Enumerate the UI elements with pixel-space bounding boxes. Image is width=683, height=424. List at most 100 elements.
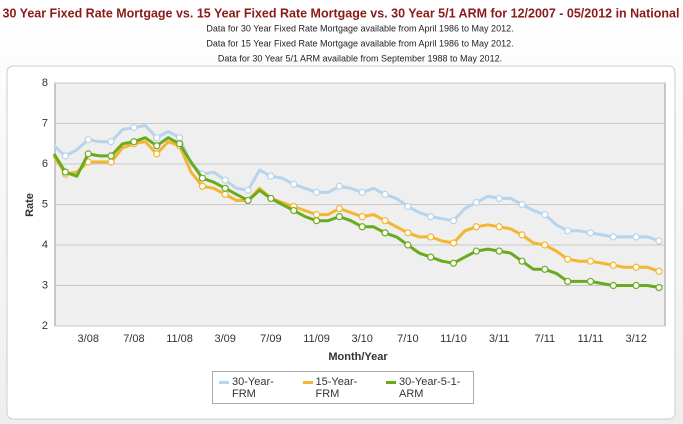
legend-label: 15-Year-FRM xyxy=(315,376,358,400)
point-marker xyxy=(84,150,92,158)
point-marker xyxy=(153,142,161,150)
x-tick-label: 11/10 xyxy=(440,333,467,345)
chart-title: 30 Year Fixed Rate Mortgage vs. 15 Year … xyxy=(3,6,680,20)
point-marker xyxy=(175,134,184,142)
y-tick-label: 7 xyxy=(42,117,48,129)
y-tick-label: 4 xyxy=(42,239,48,251)
point-marker xyxy=(655,237,663,245)
point-marker xyxy=(632,263,640,271)
point-marker xyxy=(472,247,480,255)
point-marker xyxy=(381,229,389,237)
y-tick-label: 3 xyxy=(42,279,48,291)
subtitle: Data for 30 Year Fixed Rate Mortgage ava… xyxy=(206,23,513,33)
point-marker xyxy=(655,283,663,292)
point-marker xyxy=(358,223,366,231)
point-marker xyxy=(541,265,549,273)
point-marker xyxy=(609,281,617,290)
legend-swatch xyxy=(302,381,313,384)
point-marker xyxy=(221,190,229,198)
x-tick-label: 7/11 xyxy=(535,333,556,345)
point-marker xyxy=(244,186,252,194)
point-marker xyxy=(518,200,526,209)
point-marker xyxy=(244,196,252,205)
x-tick-label: 11/09 xyxy=(303,333,330,345)
point-marker xyxy=(472,198,480,207)
legend-item: 15-Year-FRM xyxy=(302,376,379,400)
point-marker xyxy=(609,261,617,269)
point-marker xyxy=(61,168,70,176)
point-marker xyxy=(221,176,229,184)
x-tick-label: 3/08 xyxy=(78,333,99,345)
point-marker xyxy=(381,190,389,198)
point-marker xyxy=(427,253,435,261)
point-marker xyxy=(541,211,549,219)
point-marker xyxy=(175,140,184,148)
x-tick-label: 3/09 xyxy=(215,333,236,345)
point-marker xyxy=(130,138,138,146)
point-marker xyxy=(495,223,503,231)
point-marker xyxy=(381,217,389,225)
point-marker xyxy=(586,229,595,237)
point-marker xyxy=(495,247,503,255)
y-tick-label: 6 xyxy=(42,158,48,170)
x-tick-label: 3/12 xyxy=(625,333,646,345)
point-marker xyxy=(290,180,298,188)
point-marker xyxy=(312,217,321,225)
point-marker xyxy=(198,182,206,190)
point-marker xyxy=(312,211,321,219)
point-marker xyxy=(564,255,572,263)
point-marker xyxy=(335,213,343,221)
point-marker xyxy=(84,136,92,144)
point-marker xyxy=(404,241,412,249)
legend: 30-Year-FRM 15-Year-FRM 30-Year-5-1-ARM xyxy=(212,371,474,404)
x-tick-label: 3/10 xyxy=(351,333,372,345)
y-tick-label: 5 xyxy=(42,198,48,210)
point-marker xyxy=(404,202,412,211)
point-marker xyxy=(290,206,298,215)
legend-label: 30-Year-FRM xyxy=(232,376,274,400)
y-tick-label: 2 xyxy=(42,320,48,332)
x-tick-label: 11/11 xyxy=(578,333,604,345)
x-tick-label: 7/09 xyxy=(260,333,281,345)
point-marker xyxy=(130,123,138,132)
point-marker xyxy=(541,241,549,249)
point-marker xyxy=(472,223,480,231)
point-marker xyxy=(107,152,115,160)
point-marker xyxy=(518,257,526,265)
x-tick-label: 11/08 xyxy=(166,333,193,345)
point-marker xyxy=(564,227,572,235)
legend-swatch xyxy=(219,381,229,384)
y-tick-label: 8 xyxy=(42,77,48,89)
point-marker xyxy=(518,231,526,239)
legend-item: 30-Year-FRM xyxy=(219,376,295,400)
x-tick-label: 7/08 xyxy=(123,333,144,345)
point-marker xyxy=(427,233,435,241)
point-marker xyxy=(495,194,503,203)
point-marker xyxy=(449,217,458,225)
point-marker xyxy=(632,233,640,241)
point-marker xyxy=(449,259,458,267)
point-marker xyxy=(312,188,321,196)
subtitle: Data for 15 Year Fixed Rate Mortgage ava… xyxy=(206,38,513,48)
point-marker xyxy=(335,204,343,213)
subtitle: Data for 30 Year 5/1 ARM available from … xyxy=(218,53,502,63)
point-marker xyxy=(107,158,115,166)
point-marker xyxy=(564,277,572,286)
legend-swatch xyxy=(386,381,396,384)
point-marker xyxy=(221,184,229,192)
point-marker xyxy=(358,213,366,221)
point-marker xyxy=(107,138,115,146)
point-marker xyxy=(609,233,617,241)
point-marker xyxy=(427,213,435,221)
point-marker xyxy=(586,257,595,265)
point-marker xyxy=(449,239,458,247)
legend-label: 30-Year-5-1-ARM xyxy=(399,376,461,400)
point-marker xyxy=(655,267,663,275)
legend-item: 30-Year-5-1-ARM xyxy=(386,376,467,400)
point-marker xyxy=(61,152,70,160)
point-marker xyxy=(335,182,343,190)
point-marker xyxy=(153,150,161,158)
x-tick-label: 7/10 xyxy=(397,333,418,345)
point-marker xyxy=(586,277,595,286)
y-axis-label: Rate xyxy=(24,193,36,217)
